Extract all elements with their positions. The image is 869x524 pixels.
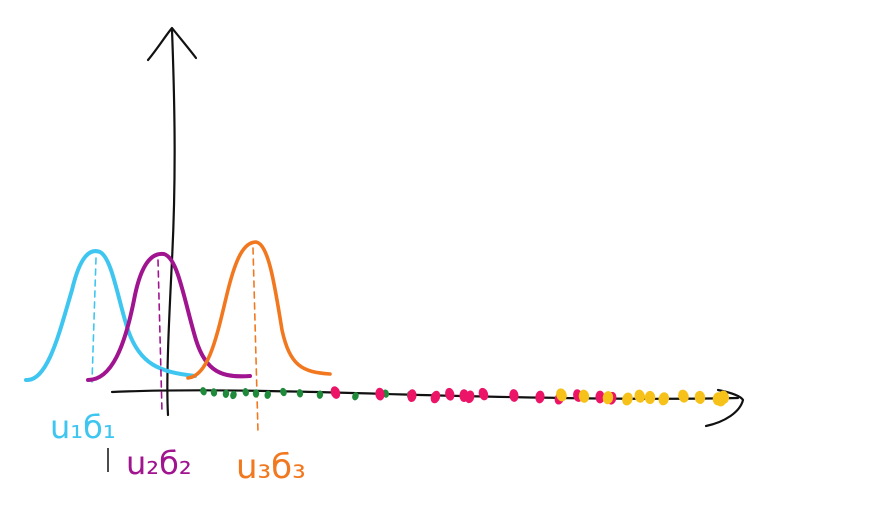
gaussian-1-mean-line [91, 257, 97, 383]
green-point [200, 387, 207, 396]
yellow-point [718, 390, 730, 404]
y-axis [166, 28, 176, 417]
green-point [230, 390, 237, 400]
pink-point [595, 390, 605, 404]
pink-point [509, 389, 519, 402]
pink-point [375, 387, 385, 401]
gaussian-3-curve [186, 240, 332, 380]
pink-point [535, 390, 545, 404]
yellow-point [658, 392, 670, 406]
gaussian-2-label: u₂б₂ [126, 444, 192, 482]
pink-point [445, 387, 455, 401]
pink-point [330, 386, 341, 399]
green-point [316, 390, 324, 399]
green-point [264, 390, 272, 399]
green-point [296, 389, 304, 398]
yellow-point [694, 390, 706, 404]
yellow-point [644, 390, 656, 405]
green-point [210, 388, 218, 397]
yellow-point [622, 392, 633, 406]
gaussians [24, 240, 332, 433]
yellow-point [634, 389, 646, 403]
data-points [200, 386, 730, 407]
gaussian-3-label: u₃б₃ [236, 447, 306, 487]
x-axis-arrowhead [704, 388, 745, 428]
gaussian-2-curve [86, 251, 252, 382]
green-point [222, 389, 230, 398]
pink-point [407, 389, 417, 403]
gaussian-1-curve [24, 249, 197, 382]
yellow-point [578, 389, 590, 403]
green-point [252, 389, 260, 398]
yellow-point [556, 388, 567, 402]
green-point [352, 392, 359, 401]
green-point [242, 388, 250, 397]
pink-point [430, 390, 441, 404]
gaussian-2-mean-line [157, 259, 163, 413]
axes [110, 26, 745, 428]
yellow-point [678, 389, 689, 403]
gaussian-3-mean-line [252, 247, 259, 433]
gaussian-1-label: u₁б₁ [50, 408, 116, 446]
pink-point [465, 390, 475, 404]
green-point [280, 387, 287, 397]
pink-point [478, 387, 489, 401]
y-axis-arrowhead [146, 26, 198, 62]
yellow-point [602, 391, 614, 405]
